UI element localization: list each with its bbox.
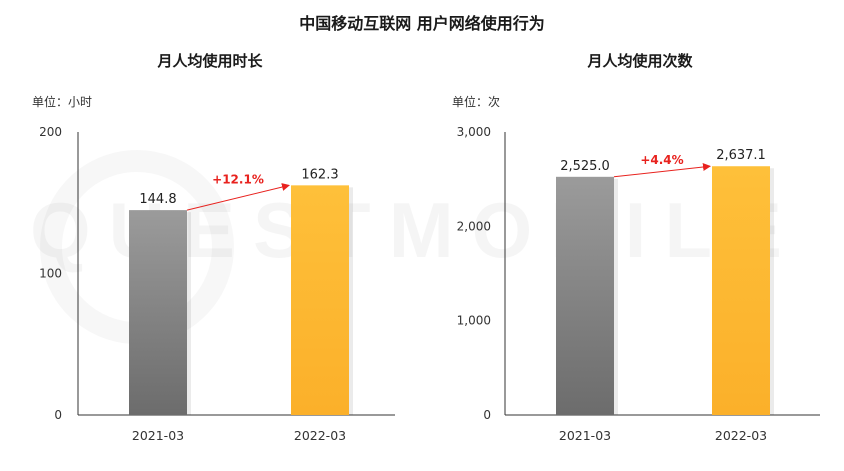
change-percent-label: +4.4% <box>640 153 683 167</box>
change-percent-label: +12.1% <box>212 172 264 186</box>
chart-title-duration: 月人均使用时长 <box>157 52 263 70</box>
y-tick-label: 100 <box>39 267 62 281</box>
x-tick-label: 2021-03 <box>132 428 184 443</box>
x-tick-label: 2021-03 <box>559 428 611 443</box>
unit-label-frequency: 单位：次 <box>452 95 501 109</box>
y-tick-label: 200 <box>39 125 62 139</box>
bar-value-label: 2,525.0 <box>560 159 610 174</box>
y-tick-label: 1,000 <box>457 314 491 328</box>
page-title: 中国移动互联网 用户网络使用行为 <box>299 14 545 33</box>
change-arrow <box>613 163 711 178</box>
bar-2022-03 <box>712 166 770 415</box>
chart-title-frequency: 月人均使用次数 <box>587 52 693 70</box>
y-tick-label: 2,000 <box>457 219 491 233</box>
y-tick-label: 0 <box>54 408 62 422</box>
x-tick-label: 2022-03 <box>715 428 767 443</box>
bar-value-label: 162.3 <box>301 167 338 182</box>
change-arrow <box>186 183 290 211</box>
bar-2021-03 <box>129 210 187 415</box>
x-tick-label: 2022-03 <box>294 428 346 443</box>
bar-2021-03 <box>556 176 614 415</box>
unit-label-duration: 单位：小时 <box>32 95 93 109</box>
bar-value-label: 144.8 <box>139 192 176 207</box>
y-tick-label: 3,000 <box>457 125 491 139</box>
bar-2022-03 <box>291 185 349 415</box>
bar-value-label: 2,637.1 <box>716 148 766 163</box>
y-tick-label: 0 <box>483 408 491 422</box>
